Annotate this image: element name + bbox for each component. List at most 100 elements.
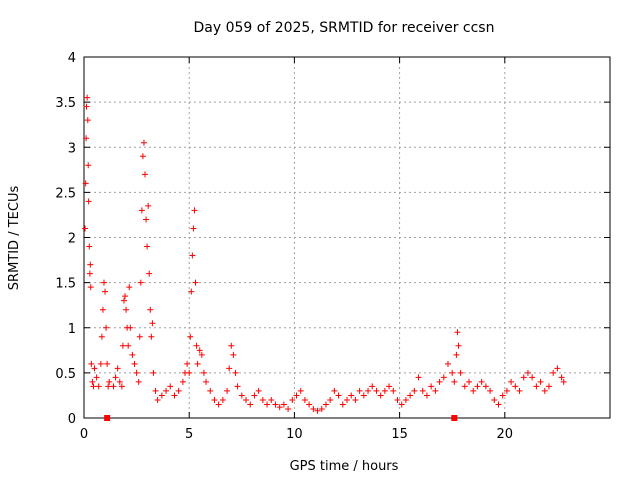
- x-tick-label: 20: [497, 427, 514, 442]
- data-point: [87, 284, 94, 291]
- data-point: [203, 378, 210, 385]
- data-point: [103, 324, 110, 331]
- data-point: [189, 252, 196, 259]
- y-axis-ticks: 0 0.5 1 1.5 2 2.5 3 3.5 4: [55, 51, 610, 427]
- data-point: [86, 270, 93, 277]
- data-point: [348, 392, 355, 399]
- data-point: [158, 392, 165, 399]
- data-point: [142, 171, 149, 178]
- data-point: [331, 387, 338, 394]
- data-point: [537, 378, 544, 385]
- data-point: [529, 374, 536, 381]
- square-marker: [104, 415, 111, 421]
- x-tick-label: 15: [391, 427, 408, 442]
- data-point: [402, 396, 409, 403]
- data-point: [377, 392, 384, 399]
- data-point: [179, 378, 186, 385]
- data-point: [470, 387, 477, 394]
- data-point: [193, 342, 200, 349]
- data-point: [102, 288, 109, 295]
- data-point: [255, 387, 262, 394]
- data-point: [152, 387, 159, 394]
- data-point: [144, 243, 151, 250]
- data-point: [88, 360, 95, 367]
- data-point: [123, 306, 130, 313]
- data-point: [407, 392, 414, 399]
- data-point: [280, 401, 287, 408]
- y-tick-label: 3.5: [55, 96, 76, 111]
- data-point: [491, 396, 498, 403]
- y-tick-label: 4: [68, 51, 76, 66]
- data-point: [230, 351, 237, 358]
- x-axis-ticks: 0 5 10 15 20: [80, 57, 513, 442]
- data-point: [215, 401, 222, 408]
- data-point: [149, 320, 156, 327]
- data-point: [560, 378, 567, 385]
- data-point: [175, 387, 182, 394]
- data-point: [87, 261, 94, 268]
- data-point: [327, 396, 334, 403]
- data-point: [297, 387, 304, 394]
- data-point: [154, 396, 161, 403]
- data-point: [293, 392, 300, 399]
- data-point: [276, 404, 283, 411]
- data-point: [335, 392, 342, 399]
- data-point: [112, 374, 119, 381]
- data-point: [558, 374, 565, 381]
- data-point: [449, 369, 456, 376]
- data-point: [125, 342, 132, 349]
- data-point: [310, 405, 317, 412]
- data-point: [264, 401, 271, 408]
- y-tick-label: 2.5: [55, 186, 76, 201]
- data-point: [398, 401, 405, 408]
- data-point: [85, 198, 92, 205]
- data-point: [512, 383, 519, 390]
- data-point: [432, 387, 439, 394]
- data-point: [533, 383, 540, 390]
- data-point: [259, 396, 266, 403]
- data-point: [454, 329, 461, 336]
- data-point: [118, 383, 125, 390]
- data-point: [251, 392, 258, 399]
- data-point: [234, 383, 241, 390]
- data-point: [120, 297, 127, 304]
- data-point: [105, 383, 112, 390]
- data-point: [186, 369, 193, 376]
- data-point: [133, 369, 140, 376]
- data-point: [100, 279, 107, 286]
- data-point: [247, 401, 254, 408]
- data-point: [339, 401, 346, 408]
- data-point: [344, 396, 350, 403]
- data-point: [466, 378, 473, 385]
- data-point: [415, 374, 422, 381]
- data-point: [487, 387, 494, 394]
- data-point: [126, 284, 133, 291]
- data-point: [119, 342, 126, 349]
- data-point: [171, 392, 178, 399]
- data-point: [314, 407, 321, 414]
- chart-title: Day 059 of 2025, SRMTID for receiver ccs…: [194, 20, 495, 36]
- data-point: [495, 401, 502, 408]
- data-point: [318, 405, 325, 412]
- data-point: [191, 207, 198, 214]
- data-point: [516, 387, 523, 394]
- data-point: [207, 387, 214, 394]
- data-point: [419, 387, 426, 394]
- data-point: [451, 378, 458, 385]
- data-point: [106, 378, 113, 385]
- data-point: [499, 392, 506, 399]
- data-point: [224, 387, 231, 394]
- data-point: [356, 387, 363, 394]
- data-point: [238, 392, 245, 399]
- data-point: [228, 342, 235, 349]
- data-point: [219, 396, 226, 403]
- data-point: [93, 374, 100, 381]
- data-point: [541, 387, 548, 394]
- data-point: [474, 383, 481, 390]
- data-point: [104, 360, 111, 367]
- data-point: [444, 360, 451, 367]
- data-point: [135, 378, 142, 385]
- data-point: [82, 180, 89, 187]
- data-point: [146, 270, 153, 277]
- x-tick-label: 0: [80, 427, 88, 442]
